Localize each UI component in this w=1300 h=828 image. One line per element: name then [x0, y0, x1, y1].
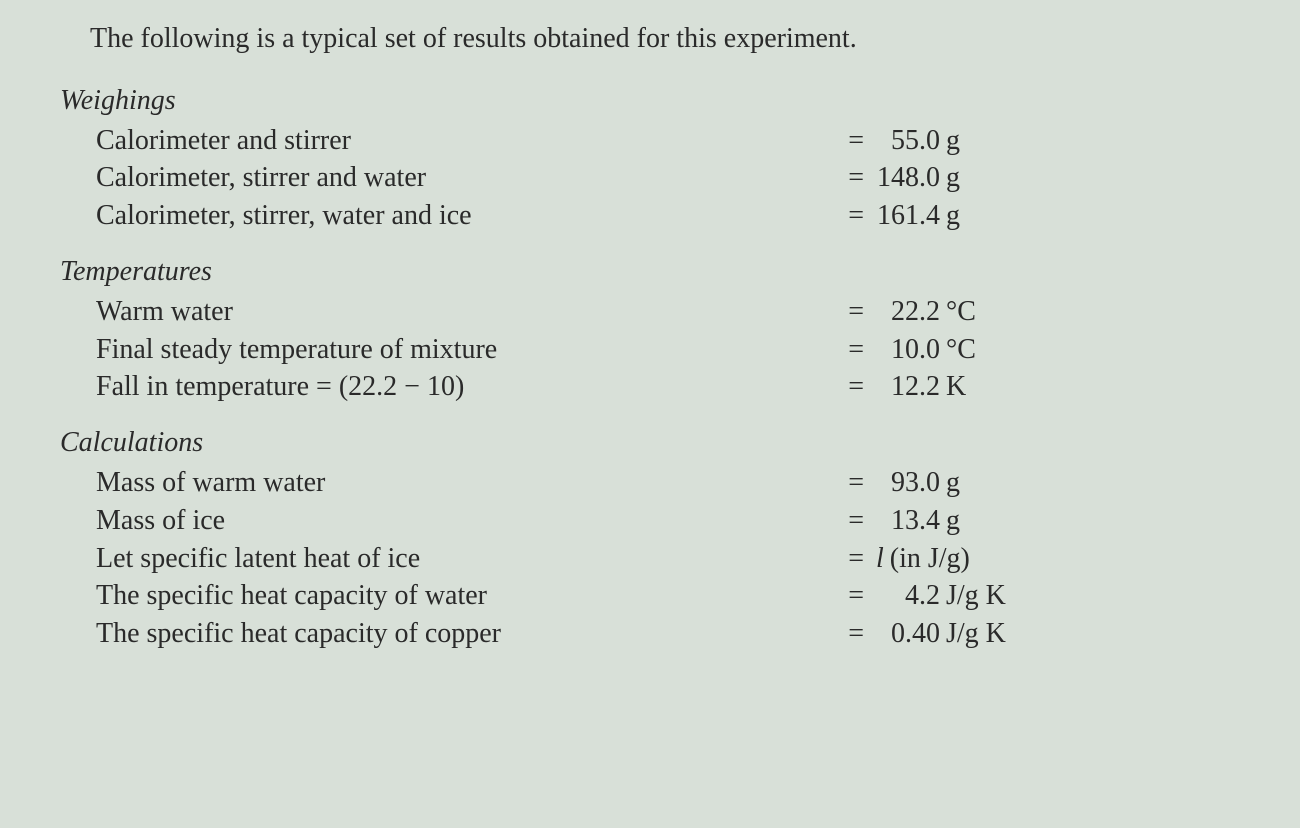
value-unit: °C — [946, 334, 976, 365]
calculations-row: Let specific latent heat of ice = l(in J… — [60, 540, 1270, 578]
weighings-block: Weighings Calorimeter and stirrer = 55.0… — [60, 82, 1270, 235]
equals-sign: = — [836, 502, 876, 540]
value-number: 148.0 — [876, 159, 940, 197]
intro-paragraph: The following is a typical set of result… — [60, 20, 1270, 58]
value-unit: J/g K — [946, 580, 1006, 611]
equals-sign: = — [836, 464, 876, 502]
row-label: The specific heat capacity of copper — [96, 615, 836, 653]
value-number: 55.0 — [876, 122, 940, 160]
row-label: Mass of warm water — [96, 464, 836, 502]
row-value: 55.0g — [876, 122, 1270, 160]
value-number: 22.2 — [876, 293, 940, 331]
value-number: 13.4 — [876, 502, 940, 540]
row-value: 10.0°C — [876, 331, 1270, 369]
row-value: 148.0g — [876, 159, 1270, 197]
row-label: Fall in temperature = (22.2 − 10) — [96, 368, 836, 406]
temperatures-row: Fall in temperature = (22.2 − 10) = 12.2… — [60, 368, 1270, 406]
value-number: 161.4 — [876, 197, 940, 235]
equals-sign: = — [836, 540, 876, 578]
row-label: The specific heat capacity of water — [96, 577, 836, 615]
equals-sign: = — [836, 159, 876, 197]
calculations-heading: Calculations — [60, 424, 1270, 462]
value-unit: g — [946, 467, 960, 498]
value-unit: g — [946, 200, 960, 231]
value-number: 12.2 — [876, 368, 940, 406]
value-unit: K — [946, 371, 966, 402]
equals-sign: = — [836, 122, 876, 160]
row-label: Calorimeter, stirrer and water — [96, 159, 836, 197]
value-unit: (in J/g) — [890, 543, 970, 574]
value-number: 10.0 — [876, 331, 940, 369]
row-value: l(in J/g) — [876, 540, 1270, 578]
row-label: Mass of ice — [96, 502, 836, 540]
value-unit: g — [946, 162, 960, 193]
value-unit: J/g K — [946, 618, 1006, 649]
value-symbol: l — [876, 540, 884, 578]
weighings-row: Calorimeter, stirrer, water and ice = 16… — [60, 197, 1270, 235]
equals-sign: = — [836, 331, 876, 369]
row-value: 0.40J/g K — [876, 615, 1270, 653]
value-number: 4.2 — [876, 577, 940, 615]
calculations-row: Mass of warm water = 93.0g — [60, 464, 1270, 502]
calculations-row: The specific heat capacity of water = 4.… — [60, 577, 1270, 615]
weighings-heading: Weighings — [60, 82, 1270, 120]
calculations-row: Mass of ice = 13.4g — [60, 502, 1270, 540]
calculations-block: Calculations Mass of warm water = 93.0g … — [60, 424, 1270, 653]
row-label: Calorimeter, stirrer, water and ice — [96, 197, 836, 235]
value-unit: g — [946, 125, 960, 156]
row-value: 161.4g — [876, 197, 1270, 235]
row-value: 4.2J/g K — [876, 577, 1270, 615]
value-number: 0.40 — [876, 615, 940, 653]
row-label: Calorimeter and stirrer — [96, 122, 836, 160]
calculations-row: The specific heat capacity of copper = 0… — [60, 615, 1270, 653]
equals-sign: = — [836, 615, 876, 653]
value-unit: °C — [946, 296, 976, 327]
temperatures-row: Warm water = 22.2°C — [60, 293, 1270, 331]
equals-sign: = — [836, 577, 876, 615]
equals-sign: = — [836, 197, 876, 235]
temperatures-block: Temperatures Warm water = 22.2°C Final s… — [60, 253, 1270, 406]
row-value: 22.2°C — [876, 293, 1270, 331]
row-value: 13.4g — [876, 502, 1270, 540]
weighings-row: Calorimeter, stirrer and water = 148.0g — [60, 159, 1270, 197]
row-value: 93.0g — [876, 464, 1270, 502]
weighings-row: Calorimeter and stirrer = 55.0g — [60, 122, 1270, 160]
row-label: Let specific latent heat of ice — [96, 540, 836, 578]
row-label: Warm water — [96, 293, 836, 331]
value-number: 93.0 — [876, 464, 940, 502]
row-label: Final steady temperature of mixture — [96, 331, 836, 369]
equals-sign: = — [836, 368, 876, 406]
value-unit: g — [946, 505, 960, 536]
row-value: 12.2K — [876, 368, 1270, 406]
equals-sign: = — [836, 293, 876, 331]
temperatures-heading: Temperatures — [60, 253, 1270, 291]
temperatures-row: Final steady temperature of mixture = 10… — [60, 331, 1270, 369]
